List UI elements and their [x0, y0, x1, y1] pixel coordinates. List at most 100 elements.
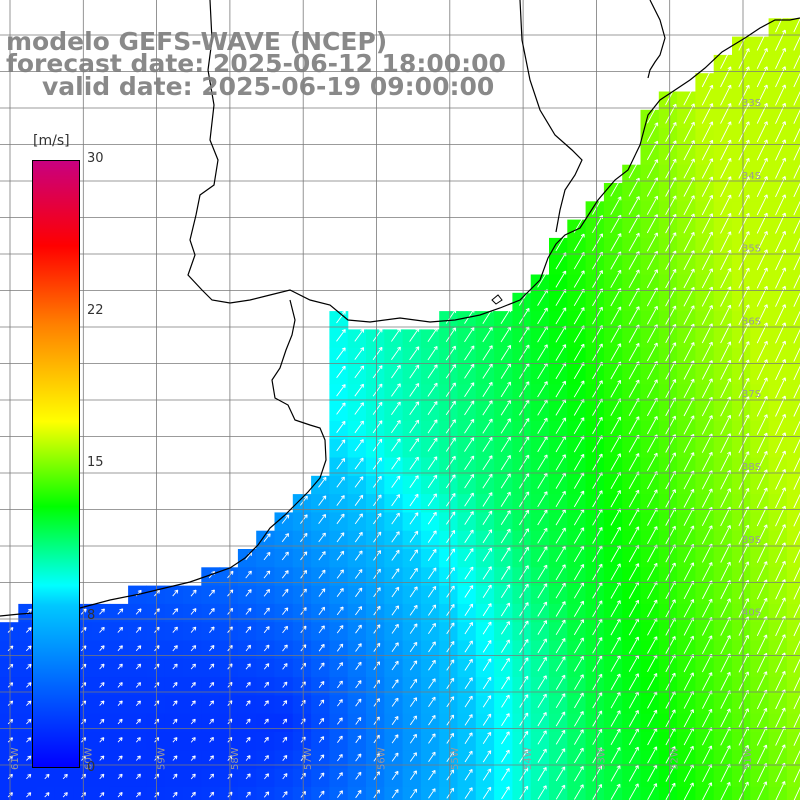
wind-arrow: [775, 781, 786, 800]
latitude-label: 33S: [742, 98, 761, 109]
wind-arrow: [665, 122, 677, 142]
wind-arrow: [428, 659, 436, 671]
wind-arrow: [738, 561, 750, 582]
wind-arrow: [337, 735, 343, 743]
wind-arrow: [775, 249, 787, 271]
wind-arrow: [702, 745, 713, 764]
wind-arrow: [464, 695, 473, 708]
wind-arrow: [245, 773, 251, 780]
wind-arrow: [282, 681, 288, 688]
wind-arrow: [701, 525, 713, 545]
wind-arrow: [482, 695, 492, 708]
wind-cell: [256, 658, 276, 678]
wind-arrow: [355, 680, 362, 689]
wind-arrow: [501, 731, 510, 745]
wind-arrow: [756, 414, 768, 435]
wind-arrow: [464, 621, 473, 635]
wind-arrow: [537, 546, 548, 562]
wind-cell: [786, 512, 800, 532]
wind-arrow: [500, 363, 511, 379]
wind-arrow: [555, 638, 566, 654]
wind-arrow: [720, 708, 731, 728]
wind-arrow: [775, 377, 787, 399]
wind-arrow: [482, 621, 492, 635]
wind-arrow: [775, 230, 787, 252]
longitude-label: 61W: [10, 747, 21, 770]
wind-arrow: [793, 365, 800, 381]
wind-arrow: [501, 767, 510, 781]
wind-arrow: [592, 710, 603, 727]
wind-arrow: [500, 528, 511, 544]
wind-arrow: [683, 452, 695, 472]
wind-arrow: [464, 400, 475, 416]
wind-cell: [732, 786, 751, 800]
wind-arrow: [775, 689, 786, 710]
wind-arrow: [519, 454, 530, 471]
wind-arrow: [574, 711, 584, 727]
wind-arrow: [775, 413, 787, 435]
wind-cell: [713, 786, 733, 800]
wind-arrow: [409, 788, 418, 799]
wind-arrow: [354, 531, 363, 543]
wind-arrow: [610, 379, 622, 398]
wind-arrow: [756, 634, 768, 655]
wind-arrow: [683, 305, 695, 325]
wind-arrow: [757, 781, 768, 800]
wind-arrow: [775, 66, 787, 88]
wind-arrow: [537, 712, 547, 727]
wind-arrow: [683, 635, 695, 654]
wind-arrow: [354, 550, 363, 561]
wind-arrow: [610, 765, 621, 782]
wind-arrow: [537, 767, 547, 782]
wind-cell: [549, 384, 568, 404]
wind-arrow: [409, 549, 418, 561]
wind-arrow: [445, 437, 456, 452]
wind-arrow: [501, 786, 510, 800]
wind-arrow: [573, 343, 585, 361]
wind-arrow: [738, 103, 750, 124]
coastal-islet: [491, 294, 503, 305]
wind-arrow: [464, 658, 473, 671]
wind-arrow: [720, 635, 731, 655]
wind-arrow: [793, 709, 800, 728]
wind-arrow: [628, 728, 639, 746]
wind-arrow: [610, 214, 622, 234]
wind-arrow: [391, 697, 399, 707]
wind-arrow: [610, 710, 621, 727]
wind-cell: [439, 603, 459, 623]
wind-cell: [786, 640, 800, 660]
wind-arrow: [500, 436, 511, 452]
wind-arrow: [720, 231, 732, 252]
wind-arrow: [482, 603, 492, 617]
wind-arrow: [756, 487, 768, 508]
wind-arrow: [573, 307, 585, 325]
wind-arrow: [537, 785, 547, 800]
wind-arrow: [793, 347, 800, 362]
wind-arrow: [519, 767, 529, 781]
wind-arrow: [793, 511, 800, 527]
wind-arrow: [775, 340, 787, 362]
wind-arrow: [628, 526, 640, 545]
wind-arrow: [647, 324, 658, 343]
wind-cell: [786, 128, 800, 147]
wind-arrow: [318, 736, 325, 743]
wind-arrow: [135, 700, 141, 706]
wind-arrow: [592, 270, 603, 288]
wind-arrow: [446, 751, 455, 763]
wind-arrow: [500, 454, 511, 471]
colorbar: [32, 160, 80, 768]
wind-arrow: [573, 270, 585, 288]
wind-arrow: [427, 456, 438, 470]
wind-arrow: [738, 176, 750, 198]
wind-arrow: [135, 791, 141, 798]
wind-arrow: [646, 195, 659, 215]
wind-cell: [786, 201, 800, 221]
wind-arrow: [701, 103, 714, 124]
wind-cell: [439, 567, 459, 587]
wind-arrow: [537, 417, 548, 434]
wind-arrow: [500, 381, 511, 398]
wind-arrow: [519, 675, 529, 690]
wind-arrow: [793, 530, 800, 545]
wind-arrow: [409, 493, 419, 507]
wind-arrow: [756, 652, 768, 673]
